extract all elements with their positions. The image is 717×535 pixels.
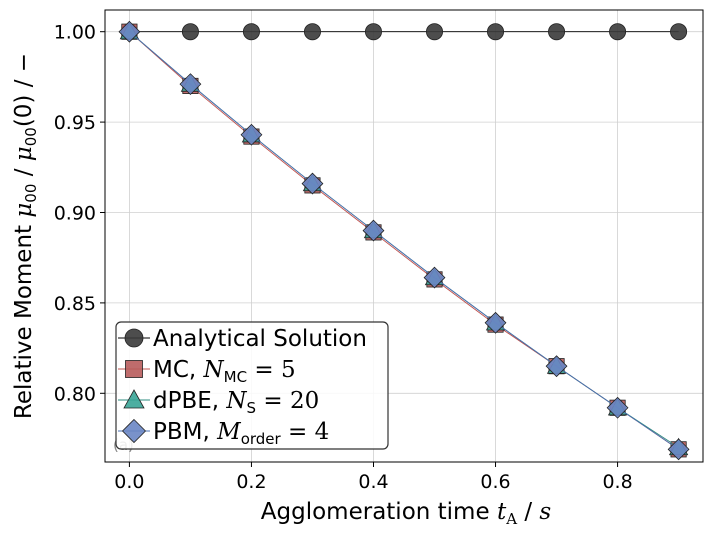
y-tick-label: 1.00 <box>54 22 96 44</box>
x-tick-label: 0.0 <box>114 471 144 493</box>
data-point <box>242 23 260 41</box>
legend-marker <box>125 360 143 378</box>
data-point <box>487 23 505 41</box>
series-layer <box>118 20 690 461</box>
data-point <box>548 23 566 41</box>
series-pbm <box>118 20 690 461</box>
y-tick-label: 0.90 <box>54 202 96 224</box>
legend-marker <box>124 328 144 348</box>
data-point <box>181 23 199 41</box>
data-point <box>362 219 385 242</box>
legend-marker <box>121 418 147 444</box>
y-axis-label: Relative Moment μ00 / μ00(0) / − <box>11 53 40 419</box>
data-point <box>423 266 446 289</box>
legend-entry: Analytical Solution <box>118 326 367 352</box>
y-tick-label: 0.85 <box>54 293 96 315</box>
series-line <box>129 31 679 450</box>
legend-box <box>115 321 389 450</box>
data-point <box>301 172 324 195</box>
data-point <box>667 438 690 461</box>
data-point <box>484 311 507 334</box>
data-point <box>179 73 202 96</box>
y-tick-label: 0.95 <box>54 112 96 134</box>
data-point <box>426 23 444 41</box>
x-tick-label: 0.6 <box>480 471 510 493</box>
y-tick-label: 0.80 <box>54 383 96 405</box>
series-analytical-solution <box>120 23 688 41</box>
legend-entry: dPBE, NS = 20 <box>118 388 319 417</box>
axis-ticks: 0.0 0.2 0.4 0.6 0.8 0.80 0.85 0.90 0.95 1.00 <box>54 22 633 493</box>
x-tick-label: 0.4 <box>358 471 388 493</box>
legend-entry: PBM, Morder = 4 <box>118 418 329 448</box>
legend-label: MC, NMC = 5 <box>153 357 296 386</box>
data-point <box>240 123 263 146</box>
legend-marker <box>123 389 145 409</box>
x-tick-label: 0.2 <box>236 471 266 493</box>
legend-label: Analytical Solution <box>153 326 367 352</box>
data-point <box>545 355 568 378</box>
x-axis-label: Agglomeration time tA / s <box>261 499 552 528</box>
x-tick-label: 0.8 <box>602 471 632 493</box>
data-point <box>118 20 141 43</box>
data-point <box>606 396 629 419</box>
plot-area-frame <box>104 9 704 463</box>
data-point <box>609 23 627 41</box>
legend-label: dPBE, NS = 20 <box>153 388 319 417</box>
data-point <box>364 23 382 41</box>
data-point <box>303 23 321 41</box>
data-point <box>670 23 688 41</box>
legend-label: PBM, Morder = 4 <box>153 419 329 448</box>
legend-entry: MC, NMC = 5 <box>118 357 296 386</box>
